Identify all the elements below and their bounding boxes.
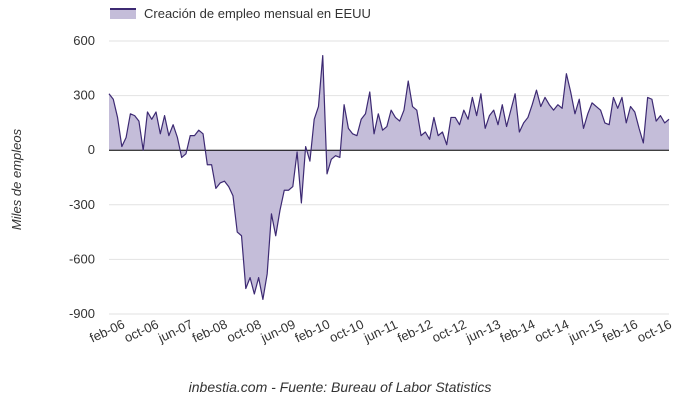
x-tick-label: feb-08 (190, 316, 230, 345)
area-fill (109, 55, 669, 300)
x-tick-label: feb-16 (600, 316, 640, 345)
x-tick-label: jun-13 (463, 316, 503, 345)
x-tick-label: oct-10 (327, 316, 366, 345)
y-tick-label: 0 (88, 142, 95, 157)
x-tick-label: jun-11 (361, 317, 400, 346)
x-tick-label: oct-12 (430, 316, 469, 345)
x-tick-label: oct-08 (224, 316, 263, 345)
source-caption: inbestia.com - Fuente: Bureau of Labor S… (188, 379, 492, 395)
x-tick-label: feb-14 (498, 316, 538, 345)
y-tick-label: -900 (69, 306, 95, 321)
y-tick-label: 600 (73, 33, 95, 48)
x-tick-label: oct-14 (532, 316, 571, 345)
x-tick-label: feb-10 (292, 316, 332, 345)
x-tick-label: jun-15 (565, 316, 605, 345)
y-tick-label: 300 (73, 88, 95, 103)
x-tick-label: oct-16 (635, 316, 674, 345)
x-tick-label: feb-12 (395, 316, 435, 345)
legend: Creación de empleo mensual en EEUU (110, 6, 371, 21)
x-tick-label: jun-09 (258, 316, 298, 345)
legend-label: Creación de empleo mensual en EEUU (144, 6, 371, 21)
y-tick-label: -600 (69, 251, 95, 266)
x-tick-label: oct-06 (122, 316, 161, 345)
x-tick-label: jun-07 (155, 316, 195, 345)
y-tick-label: -300 (69, 197, 95, 212)
legend-swatch (110, 8, 136, 19)
y-axis-label: Miles de empleos (9, 128, 25, 231)
series-line (108, 54, 670, 301)
